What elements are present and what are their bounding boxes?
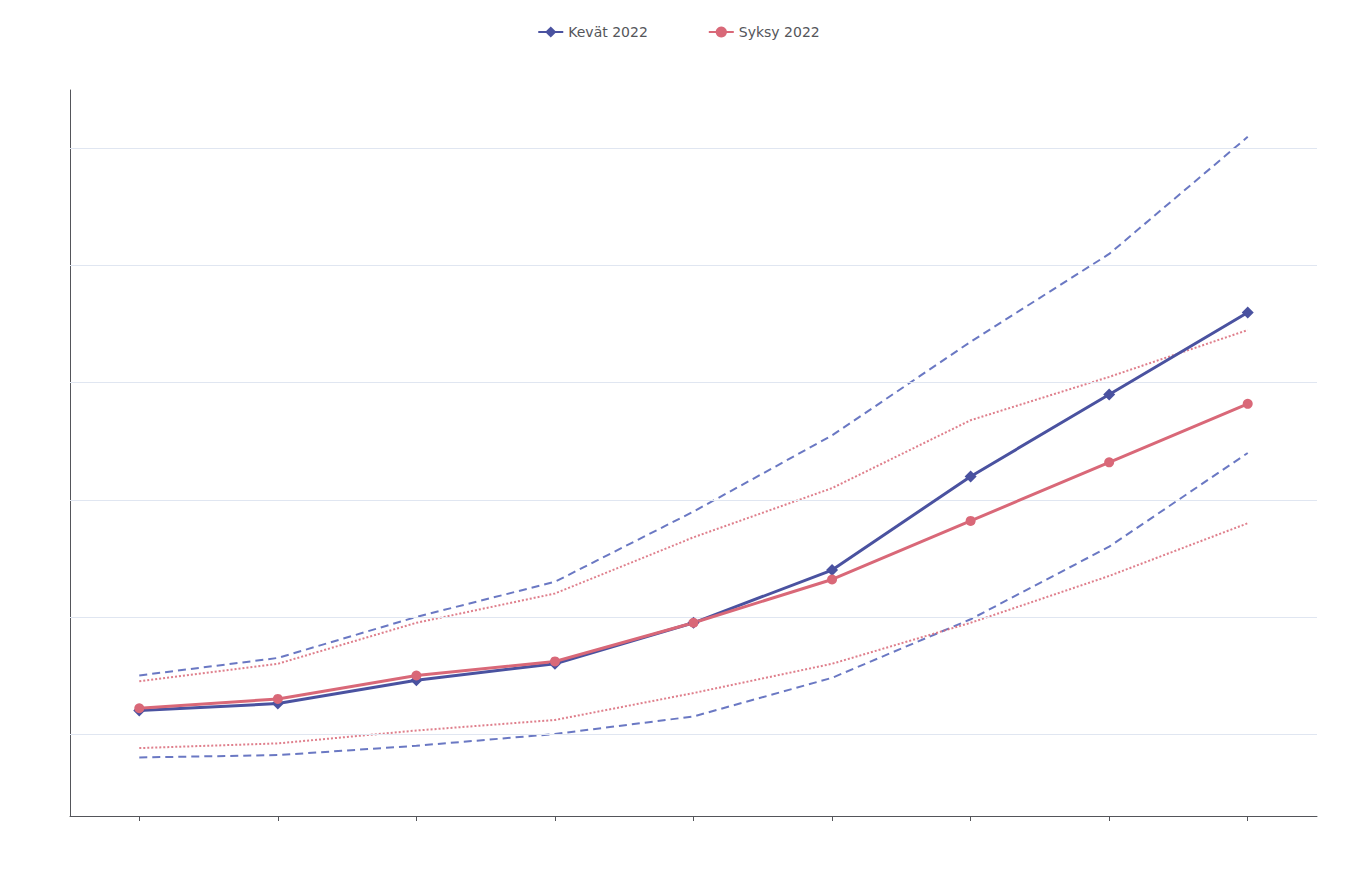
svg-text:Syksy 2022: Syksy 2022 <box>739 24 820 40</box>
svg-text:Kevät 2022: Kevät 2022 <box>568 24 648 40</box>
